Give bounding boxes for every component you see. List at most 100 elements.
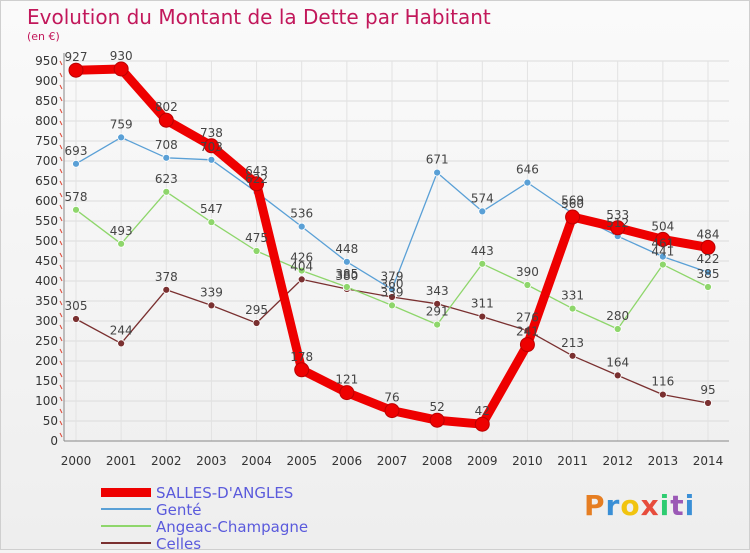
data-point <box>72 205 80 214</box>
data-label: 547 <box>200 202 223 216</box>
data-point <box>252 319 261 327</box>
legend-label: Celles <box>156 535 202 553</box>
axis-tick-mark <box>59 132 63 138</box>
data-label: 738 <box>200 126 223 140</box>
legend-label: Genté <box>156 501 202 519</box>
data-point <box>433 320 442 329</box>
data-label: 475 <box>245 231 268 245</box>
data-label: 360 <box>381 277 404 291</box>
axis-tick-mark <box>59 204 63 210</box>
data-point <box>568 351 577 360</box>
y-tick-label: 650 <box>35 174 58 188</box>
data-point <box>388 293 396 301</box>
data-label: 622 <box>245 172 268 186</box>
data-point <box>429 412 445 428</box>
chart-unit: (en €) <box>27 30 60 43</box>
data-point <box>523 178 532 187</box>
data-point <box>162 187 171 196</box>
x-tick-label: 2005 <box>286 454 317 468</box>
y-tick-label: 550 <box>35 214 58 228</box>
data-label: 404 <box>290 259 313 273</box>
data-point <box>655 231 671 247</box>
data-label: 311 <box>471 297 494 311</box>
axis-tick-mark <box>59 336 63 342</box>
data-label: 759 <box>110 117 133 131</box>
y-tick-label: 900 <box>35 74 58 88</box>
y-tick-label: 50 <box>43 414 58 428</box>
chart-title: Evolution du Montant de la Dette par Hab… <box>27 5 491 29</box>
axis-tick-mark <box>59 216 63 222</box>
axis-tick-mark <box>59 312 63 318</box>
data-point <box>704 283 712 291</box>
data-point <box>113 61 129 77</box>
axis-tick-mark <box>59 108 63 114</box>
data-label: 42 <box>475 404 490 418</box>
data-label: 448 <box>335 242 358 256</box>
data-point <box>433 168 442 177</box>
data-label: 339 <box>381 285 404 299</box>
data-point <box>297 266 306 275</box>
data-point <box>519 337 535 353</box>
data-label: 643 <box>245 164 268 178</box>
y-tick-label: 250 <box>35 334 58 348</box>
data-point <box>68 62 84 78</box>
data-point <box>610 220 626 236</box>
data-label: 802 <box>155 100 178 114</box>
x-tick-label: 2007 <box>377 454 408 468</box>
data-label: 305 <box>65 299 88 313</box>
axis-tick-mark <box>59 192 63 198</box>
x-tick-label: 2014 <box>693 454 724 468</box>
axis-tick-mark <box>59 300 63 306</box>
data-point <box>342 283 351 291</box>
data-label: 504 <box>651 219 674 233</box>
data-label: 164 <box>606 355 629 369</box>
axis-tick-mark <box>59 252 63 258</box>
axis-tick-mark <box>59 240 63 246</box>
data-point <box>72 315 80 323</box>
data-point <box>613 371 622 380</box>
data-label: 533 <box>606 208 629 222</box>
y-tick-label: 600 <box>35 194 58 208</box>
axis-tick-mark <box>59 432 63 438</box>
x-tick-label: 2011 <box>557 454 588 468</box>
x-tick-label: 2009 <box>467 454 498 468</box>
y-tick-label: 500 <box>35 234 58 248</box>
data-label: 121 <box>335 373 358 387</box>
legend-swatch <box>101 525 151 527</box>
axis-tick-mark <box>59 120 63 126</box>
data-label: 623 <box>155 172 178 186</box>
axis-tick-mark <box>59 228 63 234</box>
axis-tick-mark <box>59 348 63 354</box>
axis-tick-mark <box>59 84 63 90</box>
data-point <box>207 218 216 227</box>
data-label: 95 <box>700 383 715 397</box>
data-point <box>433 299 442 308</box>
x-tick-label: 2000 <box>61 454 92 468</box>
axis-tick-mark <box>59 408 63 414</box>
legend-label: SALLES-D'ANGLES <box>156 484 294 502</box>
y-tick-label: 200 <box>35 354 58 368</box>
y-tick-label: 950 <box>35 54 58 68</box>
data-point <box>704 268 712 277</box>
data-label: 276 <box>516 311 539 325</box>
y-tick-label: 400 <box>35 274 58 288</box>
data-point <box>388 285 396 294</box>
data-label: 484 <box>697 227 720 241</box>
data-point <box>474 416 490 432</box>
data-label: 708 <box>155 138 178 152</box>
axis-tick-mark <box>59 156 63 162</box>
data-label: 493 <box>110 224 133 238</box>
data-point <box>700 239 716 255</box>
axis-tick-mark <box>59 396 63 402</box>
axis-tick-mark <box>59 360 63 366</box>
data-label: 578 <box>65 190 88 204</box>
x-tick-label: 2002 <box>151 454 182 468</box>
data-label: 378 <box>155 270 178 284</box>
data-label: 461 <box>651 237 674 251</box>
axis-tick-mark <box>59 168 63 174</box>
data-label: 560 <box>561 197 584 211</box>
axis-tick-mark <box>59 372 63 378</box>
y-tick-label: 800 <box>35 114 58 128</box>
axis-tick-mark <box>59 144 63 150</box>
